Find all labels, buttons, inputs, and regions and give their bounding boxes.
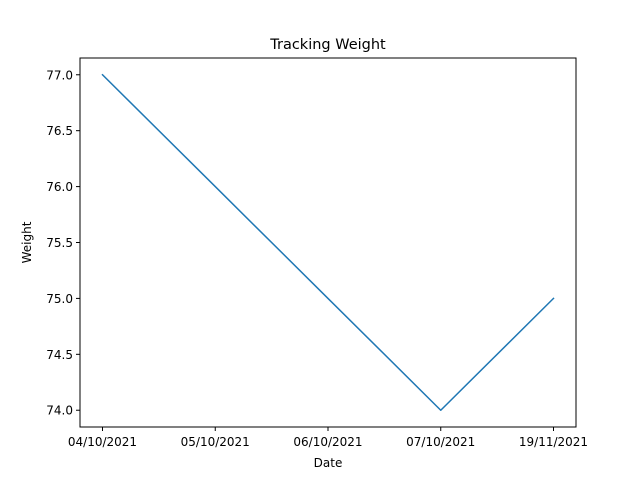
x-tick-label: 04/10/2021 [68,435,137,449]
series-layer [101,73,555,411]
y-axis: 74.0 74.5 75.0 75.5 76.0 76.5 77.0 [46,68,80,418]
y-tick-label: 77.0 [46,68,73,82]
x-tick-label: 06/10/2021 [293,435,362,449]
y-tick-label: 75.0 [46,292,73,306]
x-tick-label: 19/11/2021 [519,435,588,449]
x-axis: 04/10/2021 05/10/2021 06/10/2021 07/10/2021… [68,427,588,449]
plot-area [80,58,576,427]
y-axis-label: Weight [20,221,34,263]
y-tick-label: 76.0 [46,180,73,194]
y-tick-label: 75.5 [46,236,73,250]
x-tick-label: 07/10/2021 [406,435,475,449]
y-tick-label: 74.5 [46,348,73,362]
y-tick-label: 76.5 [46,124,73,138]
y-tick-label: 74.0 [46,404,73,418]
x-tick-label: 05/10/2021 [181,435,250,449]
chart-title: Tracking Weight [269,37,386,53]
x-axis-label: Date [314,456,343,470]
